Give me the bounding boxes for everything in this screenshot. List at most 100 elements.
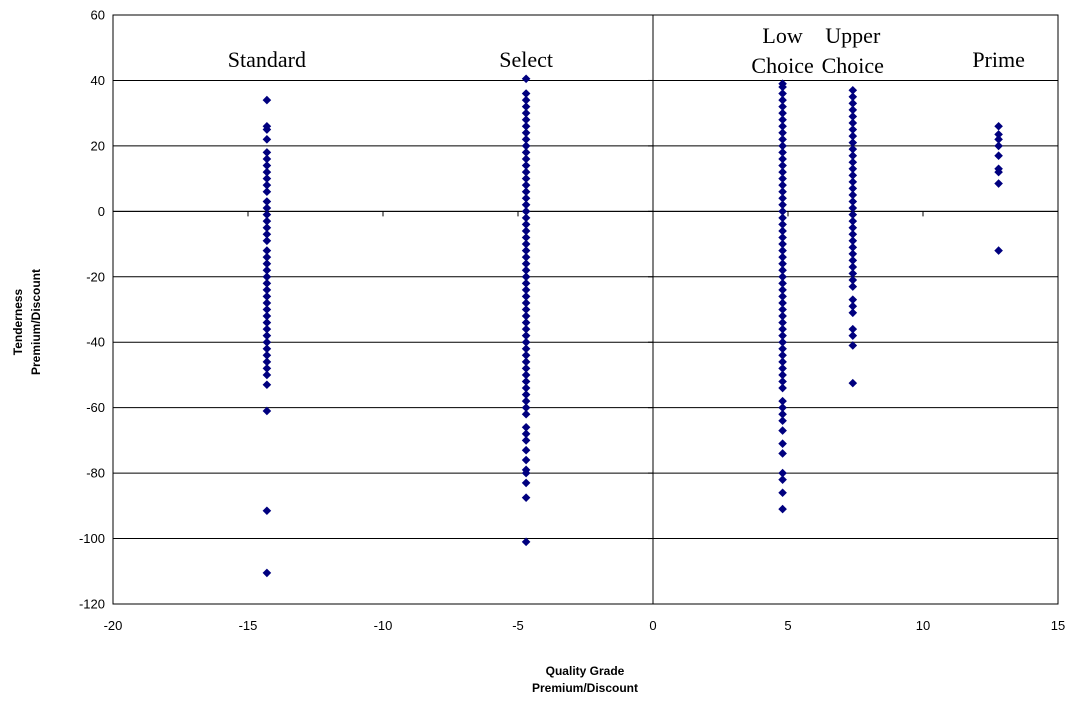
data-point	[994, 151, 1003, 161]
data-point	[778, 220, 787, 229]
y-tick-label: 40	[91, 73, 105, 88]
data-point	[262, 125, 272, 134]
data-point	[521, 207, 531, 216]
data-point	[848, 99, 858, 108]
grade-label: Choice	[822, 53, 884, 78]
data-point	[521, 377, 531, 386]
data-point	[521, 337, 531, 347]
data-point	[778, 504, 787, 514]
data-point	[778, 95, 787, 105]
data-point	[778, 396, 787, 406]
data-point	[262, 305, 272, 314]
data-point	[778, 128, 787, 138]
data-point	[262, 210, 272, 219]
data-point	[848, 295, 858, 304]
data-point	[994, 246, 1003, 255]
y-tick-label: -20	[86, 269, 105, 284]
data-point	[262, 318, 272, 327]
y-tick-label: 0	[98, 204, 105, 219]
data-point	[521, 318, 531, 327]
data-point	[521, 220, 531, 229]
axes	[112, 14, 1059, 605]
data-point	[778, 239, 787, 249]
data-point	[848, 157, 858, 167]
data-point	[778, 377, 787, 386]
y-tick-label: -40	[86, 335, 105, 350]
data-point	[778, 193, 787, 203]
data-point	[778, 337, 787, 347]
data-point	[521, 403, 531, 412]
data-point	[778, 148, 787, 157]
data-point	[778, 82, 787, 92]
data-point	[778, 279, 787, 288]
data-point	[262, 357, 272, 367]
data-point	[994, 121, 1003, 131]
data-point	[521, 233, 531, 242]
data-point	[778, 207, 787, 216]
data-point	[521, 298, 531, 308]
data-point	[778, 318, 787, 327]
data-point	[521, 311, 531, 321]
data-point	[848, 125, 858, 134]
x-tick-label: -15	[239, 618, 258, 633]
x-tick-label: 5	[784, 618, 791, 633]
data-point	[778, 115, 787, 125]
data-point	[848, 197, 858, 206]
y-tick-label: -100	[79, 531, 105, 546]
data-point	[262, 324, 272, 334]
data-point	[521, 74, 531, 84]
data-point	[848, 112, 858, 121]
data-point	[848, 308, 858, 318]
data-point	[848, 324, 858, 334]
data-point	[521, 252, 531, 262]
data-point	[262, 337, 272, 347]
data-point	[521, 174, 531, 183]
data-point	[778, 403, 787, 412]
data-point	[262, 506, 272, 516]
data-point	[994, 135, 1003, 144]
grade-label: Standard	[228, 47, 306, 72]
x-tick-label: -20	[104, 618, 123, 633]
x-tick-label: 0	[649, 618, 656, 633]
plot-area	[112, 14, 1059, 605]
data-point	[848, 131, 858, 141]
data-point	[521, 324, 531, 334]
data-point	[262, 180, 272, 190]
data-point	[778, 488, 787, 498]
data-point	[848, 216, 858, 226]
data-point	[521, 193, 531, 203]
data-points	[262, 74, 1003, 578]
axis-titles: Quality Grade Premium/Discount Tendernes…	[11, 269, 638, 695]
data-point	[262, 203, 272, 213]
data-point	[521, 141, 531, 151]
data-point	[521, 436, 531, 445]
data-point	[262, 135, 272, 144]
data-point	[778, 311, 787, 321]
data-point	[848, 341, 858, 350]
data-point	[994, 179, 1003, 188]
data-point	[521, 246, 531, 255]
data-point	[778, 370, 787, 380]
data-point	[262, 236, 272, 246]
data-point	[262, 568, 272, 578]
data-point	[262, 311, 272, 321]
data-point	[778, 285, 787, 295]
data-point	[521, 187, 531, 196]
data-point	[521, 493, 531, 502]
data-point	[778, 233, 787, 242]
data-point	[848, 262, 858, 272]
data-point	[778, 246, 787, 255]
data-point	[521, 344, 531, 354]
tick-labels: 60 40 20 0 -20 -40 -60 -80 -100 -120 -20 -15 -10 -5 0 5…	[79, 8, 1065, 634]
data-point	[521, 279, 531, 288]
data-point	[521, 180, 531, 190]
data-point	[262, 229, 272, 239]
data-point	[521, 167, 531, 177]
data-point	[848, 236, 858, 246]
data-point	[521, 272, 531, 282]
data-point	[262, 344, 272, 354]
data-point	[848, 190, 858, 200]
data-point	[778, 102, 787, 111]
data-point	[262, 259, 272, 268]
